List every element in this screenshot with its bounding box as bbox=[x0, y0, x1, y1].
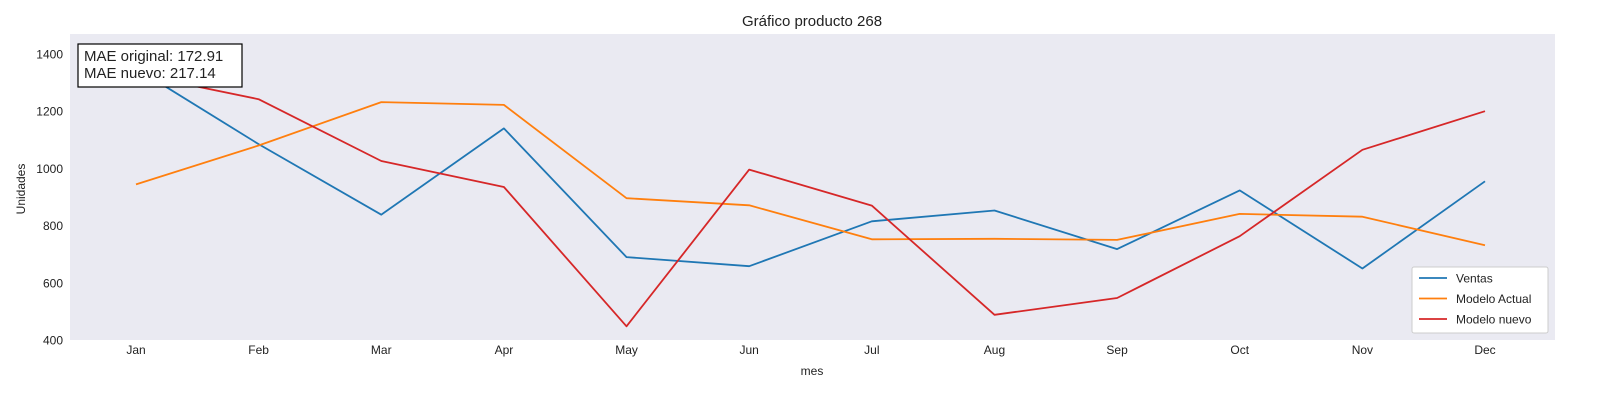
series-lines bbox=[135, 67, 1486, 328]
y-axis-label: Unidades bbox=[14, 164, 28, 215]
x-tick-label: Jun bbox=[740, 343, 759, 357]
legend: Ventas Modelo Actual Modelo nuevo bbox=[1411, 266, 1549, 334]
y-tick-label: 1200 bbox=[36, 105, 63, 119]
x-tick-labels: Jan Feb Mar Apr May Jun Jul Aug Sep Oct Nov Dec bbox=[126, 343, 1495, 357]
x-tick-label: Oct bbox=[1230, 343, 1249, 357]
series-line-ventas bbox=[135, 67, 1486, 270]
y-tick-labels: 400 600 800 1000 1200 1400 bbox=[36, 48, 63, 348]
x-tick-label: Sep bbox=[1106, 343, 1128, 357]
x-tick-label: May bbox=[615, 343, 638, 357]
annotation-mae-nuevo: MAE nuevo: 217.14 bbox=[84, 65, 216, 82]
plot-background bbox=[70, 34, 1555, 340]
legend-label: Modelo Actual bbox=[1456, 292, 1531, 306]
x-axis-label: mes bbox=[801, 364, 824, 378]
x-tick-label: Aug bbox=[984, 343, 1005, 357]
x-tick-label: Feb bbox=[248, 343, 269, 357]
x-tick-label: Jul bbox=[864, 343, 879, 357]
y-tick-label: 1400 bbox=[36, 48, 63, 62]
legend-label: Ventas bbox=[1456, 272, 1493, 286]
y-tick-label: 400 bbox=[43, 334, 63, 348]
x-tick-label: Nov bbox=[1352, 343, 1373, 357]
y-tick-label: 600 bbox=[43, 276, 63, 290]
chart-title: Gráfico producto 268 bbox=[742, 13, 882, 30]
x-tick-label: Apr bbox=[495, 343, 514, 357]
y-tick-label: 1000 bbox=[36, 162, 63, 176]
annotation-mae-original: MAE original: 172.91 bbox=[84, 48, 223, 65]
annotation-frame bbox=[77, 43, 243, 88]
x-tick-label: Dec bbox=[1474, 343, 1495, 357]
annotation-box: MAE original: 172.91 MAE nuevo: 217.14 bbox=[77, 43, 243, 88]
series-line-modelo-nuevo bbox=[135, 73, 1486, 328]
series-line-modelo-actual bbox=[135, 101, 1486, 247]
x-tick-label: Mar bbox=[371, 343, 392, 357]
legend-label: Modelo nuevo bbox=[1456, 313, 1532, 327]
legend-frame bbox=[1411, 266, 1549, 334]
x-tick-label: Jan bbox=[126, 343, 145, 357]
y-tick-label: 800 bbox=[43, 219, 63, 233]
